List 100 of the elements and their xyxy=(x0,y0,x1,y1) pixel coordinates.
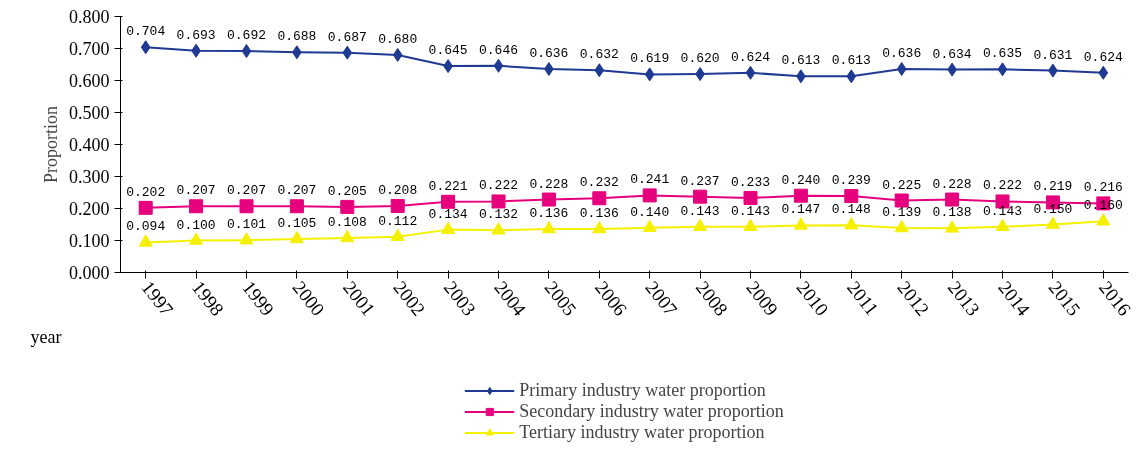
x-tick-label: 1997 xyxy=(137,276,178,320)
point xyxy=(390,198,405,213)
data-label: 0.219 xyxy=(1033,179,1073,195)
point xyxy=(138,234,153,247)
data-label: 0.225 xyxy=(882,177,922,193)
point xyxy=(644,67,655,82)
point xyxy=(491,222,506,235)
data-label: 0.631 xyxy=(1033,47,1073,63)
point xyxy=(289,230,304,244)
data-label: 0.240 xyxy=(781,172,821,188)
data-label: 0.222 xyxy=(983,178,1023,194)
y-tick-label: 0.300 xyxy=(69,167,110,187)
data-label: 0.148 xyxy=(831,202,871,218)
data-label: 0.222 xyxy=(479,178,519,194)
data-label: 0.205 xyxy=(327,183,367,199)
point xyxy=(340,199,355,214)
point xyxy=(239,232,254,245)
x-axis-title: year xyxy=(30,326,62,347)
legend-label: Primary industry water proportion xyxy=(519,379,766,401)
data-label: 0.624 xyxy=(731,49,771,65)
point xyxy=(392,47,403,62)
y-axis-title: Proportion xyxy=(41,105,61,183)
data-label: 0.645 xyxy=(428,43,468,59)
point xyxy=(140,40,151,55)
data-label: 0.139 xyxy=(882,205,922,221)
point xyxy=(189,199,204,214)
data-label: 0.241 xyxy=(630,172,670,188)
point xyxy=(1096,213,1111,226)
data-label: 0.136 xyxy=(529,205,569,221)
point xyxy=(642,219,657,232)
legend-label: Secondary industry water proportion xyxy=(519,400,784,422)
data-label: 0.228 xyxy=(529,176,569,192)
data-label: 0.100 xyxy=(176,217,216,233)
data-label: 0.636 xyxy=(882,45,922,61)
data-label: 0.239 xyxy=(831,173,871,189)
point xyxy=(441,194,456,209)
y-tick-label: 0.200 xyxy=(69,199,110,219)
point xyxy=(592,191,607,206)
point xyxy=(594,63,605,78)
point xyxy=(793,217,808,230)
point xyxy=(793,188,808,203)
data-label: 0.687 xyxy=(327,29,367,45)
data-label: 0.233 xyxy=(731,174,771,190)
data-label: 0.208 xyxy=(378,182,418,198)
data-label: 0.216 xyxy=(1083,180,1123,196)
point xyxy=(745,65,756,80)
data-label: 0.105 xyxy=(277,215,317,231)
data-label: 0.136 xyxy=(579,205,619,221)
data-label: 0.688 xyxy=(277,29,317,45)
data-label: 0.112 xyxy=(378,213,418,229)
point xyxy=(541,220,556,234)
point xyxy=(340,229,355,243)
x-tick-label: 2007 xyxy=(641,276,682,320)
point xyxy=(342,45,353,60)
data-label: 0.138 xyxy=(932,205,972,221)
point xyxy=(189,232,204,245)
point xyxy=(239,199,254,214)
data-label: 0.143 xyxy=(731,203,771,219)
point xyxy=(894,220,909,233)
data-label: 0.202 xyxy=(126,184,166,200)
data-label: 0.140 xyxy=(630,204,670,220)
point xyxy=(896,61,907,76)
data-label: 0.101 xyxy=(227,217,267,233)
point xyxy=(894,193,909,208)
data-label: 0.132 xyxy=(479,207,519,223)
data-label: 0.646 xyxy=(479,42,519,58)
legend-label: Tertiary industry water proportion xyxy=(519,421,765,443)
data-label: 0.620 xyxy=(680,51,720,67)
data-label: 0.624 xyxy=(1083,49,1123,65)
point xyxy=(945,220,960,233)
data-label: 0.632 xyxy=(579,47,619,63)
point xyxy=(241,44,252,59)
point xyxy=(289,199,304,214)
point xyxy=(441,221,456,234)
data-label: 0.134 xyxy=(428,206,468,222)
point xyxy=(844,189,859,204)
data-label: 0.680 xyxy=(378,31,418,47)
data-label: 0.232 xyxy=(579,175,619,191)
point xyxy=(844,217,859,230)
data-label: 0.094 xyxy=(126,219,166,235)
data-label: 0.143 xyxy=(983,203,1023,219)
data-label: 0.147 xyxy=(781,202,821,218)
data-label: 0.613 xyxy=(831,53,871,69)
data-label: 0.692 xyxy=(227,28,267,44)
y-tick-label: 0.400 xyxy=(69,135,110,155)
data-label: 0.635 xyxy=(983,46,1023,62)
data-label: 0.237 xyxy=(680,173,720,189)
y-tick-label: 0.800 xyxy=(69,7,110,27)
y-tick-label: 0.500 xyxy=(69,103,110,123)
data-label: 0.221 xyxy=(428,178,468,194)
point xyxy=(138,200,153,215)
y-tick-label: 0.600 xyxy=(69,71,110,91)
y-tick-label: 0.700 xyxy=(69,39,110,59)
point xyxy=(846,69,857,84)
point xyxy=(642,188,657,203)
point xyxy=(1098,65,1109,80)
point xyxy=(693,189,708,204)
point xyxy=(491,194,506,209)
point xyxy=(997,62,1008,77)
point xyxy=(995,218,1010,231)
